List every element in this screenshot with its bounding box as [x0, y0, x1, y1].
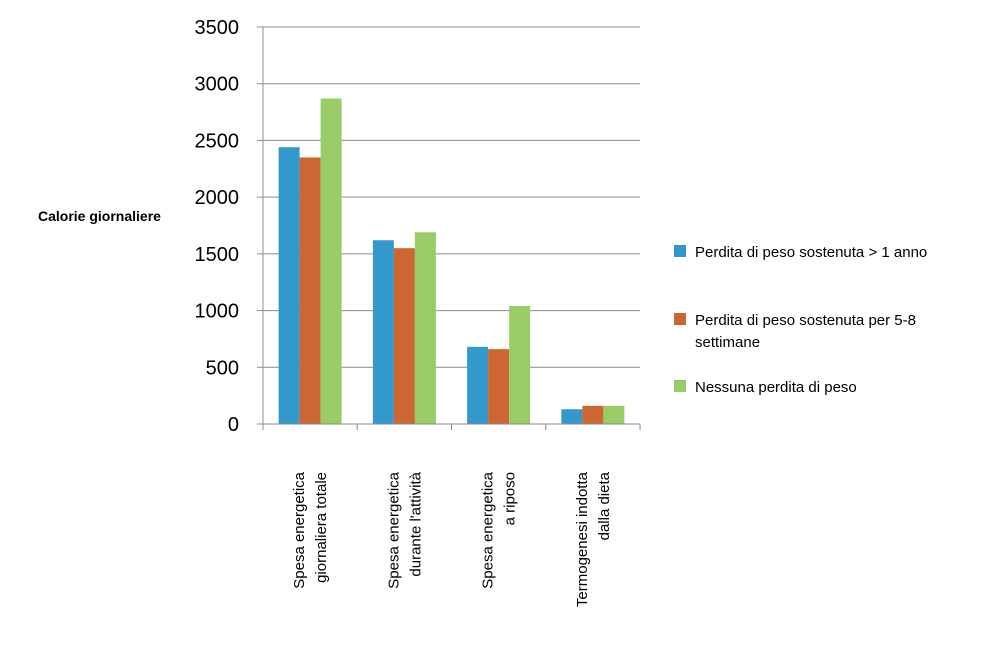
bar	[603, 405, 625, 424]
legend-swatch	[674, 245, 686, 257]
y-tick-label: 2500	[195, 130, 240, 152]
x-category-label-line: dalla dieta	[596, 471, 613, 540]
x-category-label-line: Spesa energetica	[291, 471, 308, 588]
legend-label: Nessuna perdita di peso	[695, 379, 857, 396]
bar	[582, 405, 604, 424]
x-category-label: Termogenesi indotta dalla dieta	[574, 471, 613, 607]
y-tick-label: 2000	[195, 187, 240, 209]
y-axis-label: Calorie giornaliere	[38, 208, 161, 224]
bar	[299, 157, 321, 424]
bars	[278, 98, 625, 425]
y-tick-label: 3000	[195, 74, 240, 96]
legend-label: Perdita di peso sostenuta per 5-8	[695, 312, 916, 329]
bar	[278, 147, 300, 424]
legend-swatch	[674, 313, 686, 325]
y-tick-label: 3500	[195, 17, 240, 39]
axes	[257, 26, 641, 430]
y-tick-label: 1500	[195, 244, 240, 266]
legend-swatch	[674, 380, 686, 392]
bar	[414, 232, 436, 424]
y-tick-labels: 0 500 1000 1500 2000 2500 3000 3500	[195, 17, 240, 436]
legend-item: Nessuna perdita di peso	[674, 379, 857, 396]
x-category-label-line: Spesa energetica	[385, 471, 402, 588]
x-category-label: Spesa energetica a riposo	[480, 471, 519, 588]
x-category-label-line: Spesa energetica	[480, 471, 497, 588]
bar	[393, 248, 415, 424]
legend-item: Perdita di peso sostenuta > 1 anno	[674, 244, 927, 261]
x-category-label-line: a riposo	[502, 472, 519, 525]
y-tick-label: 0	[228, 414, 239, 436]
legend-label: settimane	[695, 334, 760, 351]
x-category-label: Spesa energetica giornaliera totale	[291, 471, 330, 588]
bar	[467, 346, 489, 424]
x-category-label-line: Termogenesi indotta	[574, 471, 591, 607]
y-tick-label: 1000	[195, 301, 240, 323]
bar	[561, 409, 583, 424]
bar	[509, 306, 531, 424]
x-category-label: Spesa energetica durante l'attività	[385, 471, 424, 588]
bar	[320, 98, 342, 425]
x-category-label-line: giornaliera totale	[313, 472, 330, 583]
legend-label: Perdita di peso sostenuta > 1 anno	[695, 244, 927, 261]
x-category-labels: Spesa energetica giornaliera totale Spesa …	[291, 471, 613, 607]
x-category-label-line: durante l'attività	[407, 471, 424, 576]
y-tick-label: 500	[206, 357, 239, 379]
legend-item: Perdita di peso sostenuta per 5-8 settima…	[674, 312, 916, 351]
legend: Perdita di peso sostenuta > 1 anno Perdit…	[674, 244, 927, 396]
bar	[372, 240, 394, 424]
bar	[488, 349, 510, 424]
